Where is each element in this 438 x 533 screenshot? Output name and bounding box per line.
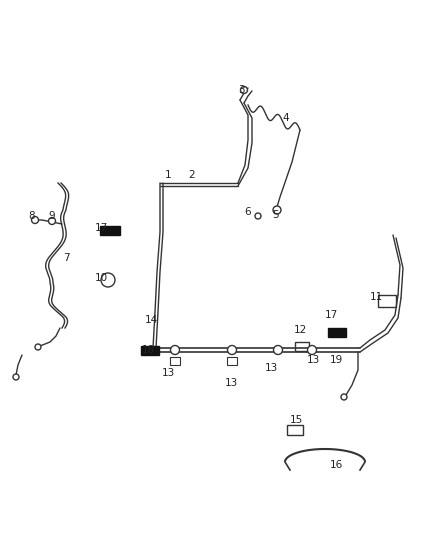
Text: 7: 7 xyxy=(63,253,70,263)
Circle shape xyxy=(35,344,41,350)
Text: 1: 1 xyxy=(165,170,172,180)
Text: 14: 14 xyxy=(145,315,158,325)
Text: 3: 3 xyxy=(238,85,245,95)
Circle shape xyxy=(170,345,180,354)
Text: 16: 16 xyxy=(330,460,343,470)
Text: 5: 5 xyxy=(272,210,279,220)
Text: 15: 15 xyxy=(290,415,303,425)
Text: 11: 11 xyxy=(370,292,383,302)
Circle shape xyxy=(341,394,347,400)
Text: 9: 9 xyxy=(48,211,55,221)
Circle shape xyxy=(227,345,237,354)
Text: 13: 13 xyxy=(225,378,238,388)
Bar xyxy=(100,225,120,235)
Text: 17: 17 xyxy=(325,310,338,320)
Bar xyxy=(227,357,237,365)
Circle shape xyxy=(273,345,283,354)
Circle shape xyxy=(307,345,317,354)
Text: 2: 2 xyxy=(188,170,194,180)
Text: 10: 10 xyxy=(95,273,108,283)
Text: 13: 13 xyxy=(265,363,278,373)
Circle shape xyxy=(49,217,56,224)
Text: 17: 17 xyxy=(95,223,108,233)
Bar xyxy=(328,327,346,336)
Text: 13: 13 xyxy=(162,368,175,378)
Circle shape xyxy=(273,206,281,214)
Text: 4: 4 xyxy=(282,113,289,123)
Text: 6: 6 xyxy=(244,207,251,217)
Text: 8: 8 xyxy=(28,211,35,221)
Bar xyxy=(287,425,303,435)
Bar xyxy=(141,345,159,354)
Circle shape xyxy=(255,213,261,219)
Text: 12: 12 xyxy=(294,325,307,335)
Circle shape xyxy=(32,216,39,223)
Circle shape xyxy=(240,86,247,93)
Text: 19: 19 xyxy=(330,355,343,365)
Text: 13: 13 xyxy=(307,355,320,365)
Text: 18: 18 xyxy=(142,345,155,355)
Bar xyxy=(170,357,180,365)
Bar xyxy=(295,342,309,351)
Bar xyxy=(378,295,396,307)
Circle shape xyxy=(101,273,115,287)
Circle shape xyxy=(13,374,19,380)
